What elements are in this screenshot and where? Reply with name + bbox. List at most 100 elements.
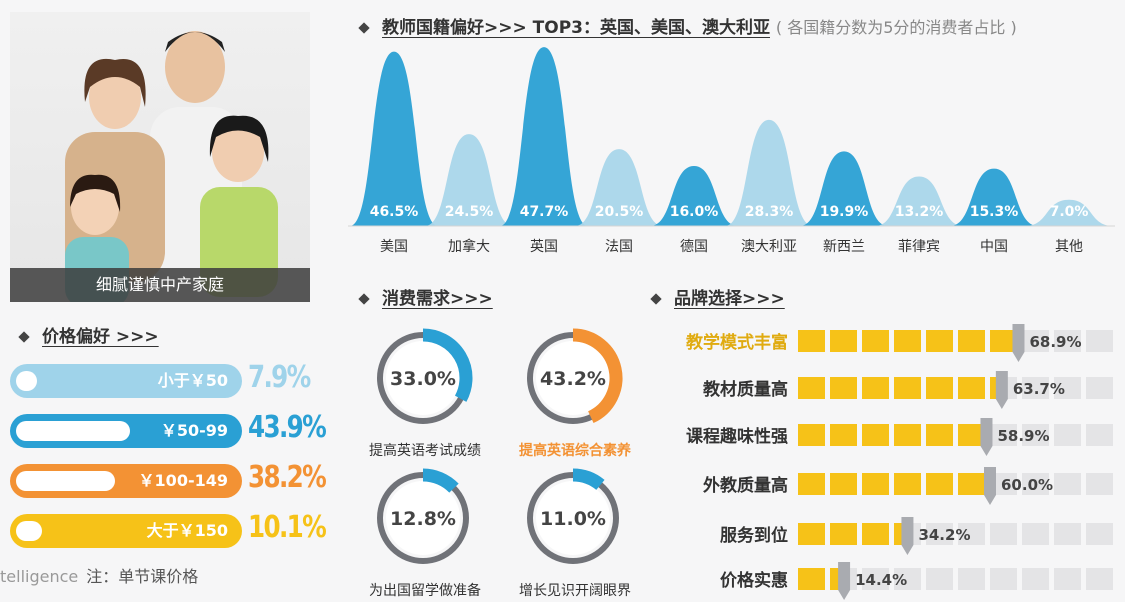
price-row: ￥100-149 38.2% — [10, 460, 327, 500]
nationality-value-label: 24.5% — [445, 204, 494, 220]
price-percentage: 38.2% — [248, 460, 327, 495]
brand-cell-filled — [990, 330, 1017, 352]
brand-cell-empty — [1054, 424, 1081, 446]
nationality-value-label: 20.5% — [595, 204, 644, 220]
brand-cell-empty — [1086, 424, 1113, 446]
donut-center — [536, 481, 610, 555]
nationality-category-label: 菲律宾 — [898, 239, 940, 255]
brand-cell-filled — [958, 473, 985, 495]
family-photo: 细腻谨慎中产家庭 — [10, 12, 310, 302]
teacher-section-title: 教师国籍偏好>>> TOP3：英国、美国、澳大利亚 ( 各国籍分数为5分的消费者… — [358, 13, 1017, 38]
brand-cell-empty — [1086, 377, 1113, 399]
brand-cell-empty — [958, 523, 985, 545]
brand-cell-filled — [862, 330, 889, 352]
brand-cell-empty — [1022, 330, 1049, 352]
nationality-peak — [500, 47, 588, 226]
brand-cell-empty — [1022, 568, 1049, 590]
brand-category-label: 课程趣味性强 — [686, 427, 788, 447]
brand-cell-filled — [830, 330, 857, 352]
brand-cell-filled — [798, 330, 825, 352]
price-row: ￥50-99 43.9% — [10, 410, 327, 450]
donut-category-label: 增长见识开阔眼界 — [519, 583, 631, 599]
brand-cell-empty — [1054, 568, 1081, 590]
brand-cell-empty — [1022, 523, 1049, 545]
brand-cell-filled — [798, 377, 825, 399]
donut-value-label: 12.8% — [390, 508, 456, 530]
nationality-peak — [950, 168, 1038, 226]
brand-cell-filled — [894, 424, 921, 446]
price-bar-fill — [16, 371, 37, 391]
brand-bar-chart: 68.9% 63.7% 58.9% 60.0% 34.2% 14.4% — [798, 324, 1113, 600]
nationality-value-label: 46.5% — [370, 204, 419, 220]
brand-cell-empty — [990, 424, 1017, 446]
brand-value-marker — [901, 517, 914, 555]
brand-cell-filled — [926, 330, 953, 352]
donut-category-label: 提高英语考试成绩 — [369, 442, 481, 459]
brand-category-label: 教学模式丰富 — [686, 333, 788, 353]
brand-value-label: 68.9% — [1029, 333, 1081, 351]
brand-cell-empty — [894, 568, 921, 590]
brand-cell-filled — [830, 424, 857, 446]
nationality-category-label: 德国 — [680, 239, 708, 255]
brand-category-label: 教材质量高 — [703, 380, 788, 400]
brand-value-label: 34.2% — [918, 526, 970, 544]
brand-cell-empty — [1054, 523, 1081, 545]
nationality-peak — [875, 176, 963, 226]
brand-cell-filled — [798, 523, 825, 545]
brand-cell-filled — [862, 473, 889, 495]
diamond-icon — [358, 293, 370, 305]
price-bar: 大于￥150 — [10, 514, 242, 548]
brand-cell-filled — [830, 523, 857, 545]
brand-cell-empty — [1054, 473, 1081, 495]
price-percentage: 7.9% — [248, 360, 311, 395]
brand-value-marker — [980, 418, 993, 456]
photo-caption: 细腻谨慎中产家庭 — [10, 268, 310, 302]
donut-category-label: 为出国留学做准备 — [369, 582, 481, 599]
watermark: telligence — [0, 567, 79, 586]
nationality-category-label: 英国 — [530, 238, 558, 255]
diamond-icon — [18, 331, 30, 343]
brand-cell-filled — [830, 473, 857, 495]
brand-value-label: 58.9% — [997, 427, 1049, 445]
brand-cell-empty — [990, 568, 1017, 590]
nationality-value-label: 13.2% — [895, 204, 944, 220]
brand-value-label: 63.7% — [1013, 380, 1065, 398]
brand-value-label: 60.0% — [1001, 476, 1053, 494]
brand-value-marker — [984, 467, 996, 505]
price-bar-fill — [16, 421, 131, 441]
price-bar-fill — [16, 471, 116, 491]
brand-cell-empty — [1086, 473, 1113, 495]
brand-cell-filled — [958, 424, 985, 446]
diamond-icon — [650, 293, 662, 305]
nationality-peak — [1025, 199, 1113, 226]
price-bar: ￥50-99 — [10, 414, 242, 448]
brand-cell-empty — [1086, 568, 1113, 590]
brand-cell-filled — [926, 377, 953, 399]
brand-cell-filled — [958, 330, 985, 352]
brand-cell-empty — [1022, 424, 1049, 446]
price-row: 大于￥150 10.1% — [10, 510, 327, 550]
price-label: 小于￥50 — [157, 371, 228, 390]
brand-category-label: 服务到位 — [720, 526, 788, 546]
brand-cell-filled — [894, 377, 921, 399]
brand-cell-empty — [990, 473, 1017, 495]
price-bar: 小于￥50 — [10, 364, 242, 398]
price-bar-fill — [16, 521, 43, 541]
brand-cell-empty — [1022, 377, 1049, 399]
donut-arc — [422, 468, 459, 493]
price-label: ￥100-149 — [138, 471, 228, 490]
donut-arc — [572, 328, 623, 424]
brand-cell-empty — [958, 568, 985, 590]
nationality-category-label: 中国 — [980, 239, 1008, 255]
price-bar: ￥100-149 — [10, 464, 242, 498]
donut-category-label: 提高英语综合素养 — [519, 442, 632, 459]
brand-cell-empty — [1054, 377, 1081, 399]
brand-cell-filled — [862, 377, 889, 399]
brand-cell-filled — [798, 424, 825, 446]
brand-cell-empty — [1022, 473, 1049, 495]
nationality-peak — [575, 149, 663, 226]
brand-cell-filled — [862, 523, 889, 545]
brand-cell-empty — [1054, 330, 1081, 352]
nationality-value-label: 47.7% — [520, 204, 569, 220]
nationality-peak — [350, 51, 438, 226]
